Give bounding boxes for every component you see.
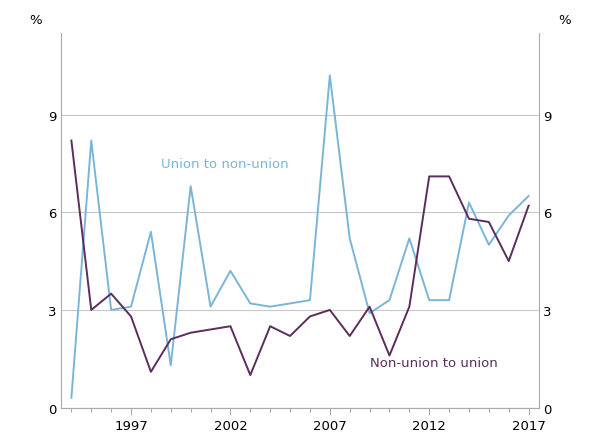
- Text: %: %: [29, 14, 41, 27]
- Text: Non-union to union: Non-union to union: [370, 356, 497, 369]
- Text: %: %: [559, 14, 571, 27]
- Text: Union to non-union: Union to non-union: [161, 158, 289, 170]
